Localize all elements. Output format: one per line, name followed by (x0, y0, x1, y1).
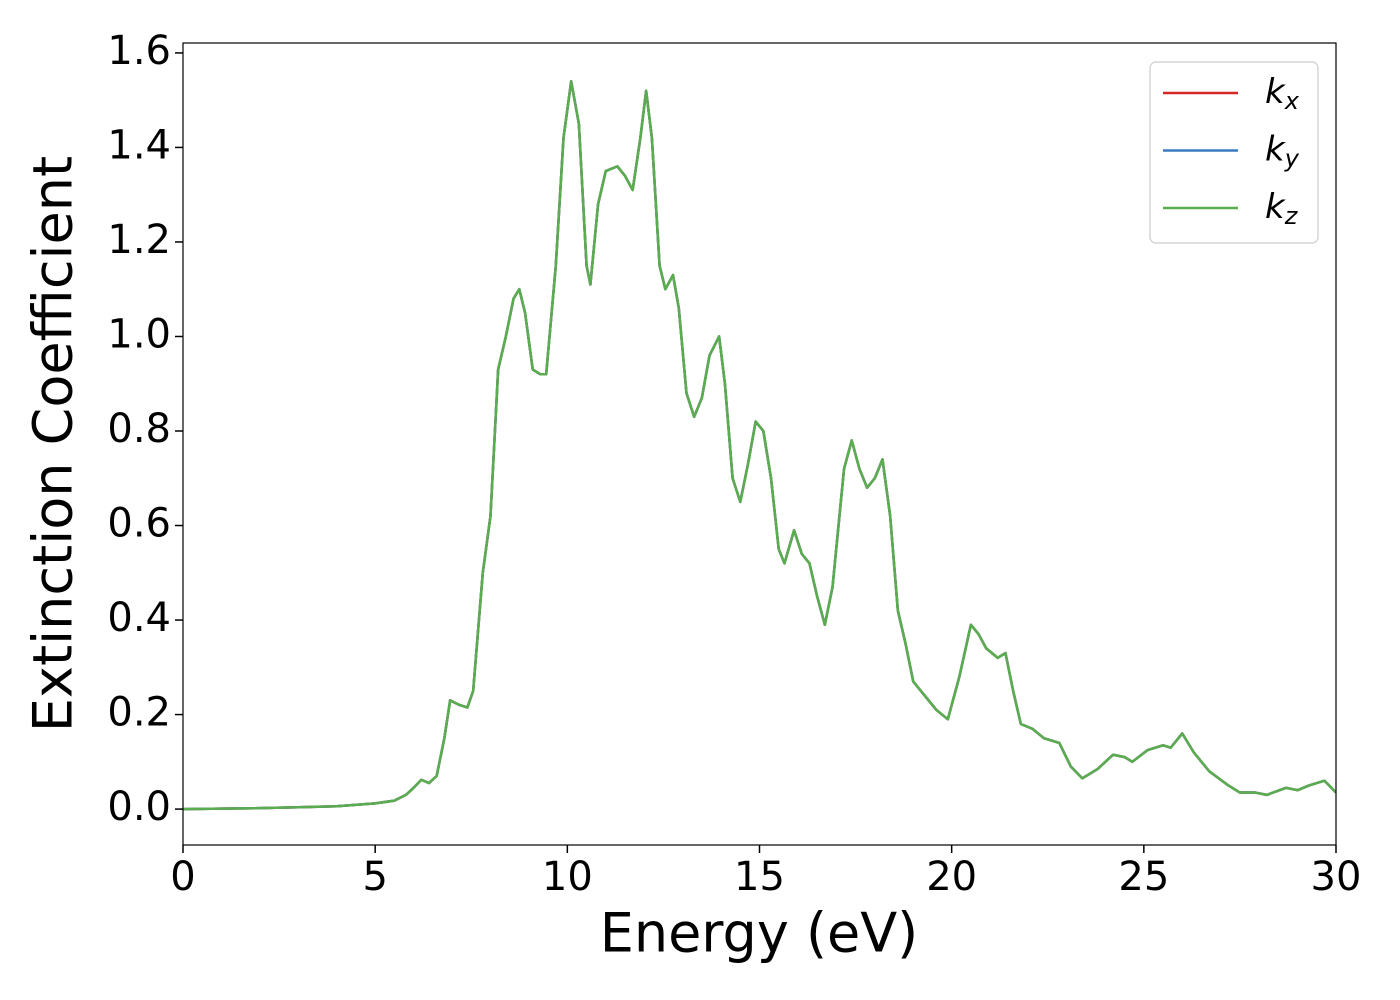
y-tick-label: 1.4 (107, 122, 171, 168)
x-tick-label: 20 (926, 854, 977, 900)
y-tick-label: 1.0 (107, 311, 171, 357)
line-series (183, 80, 1336, 811)
y-tick-label: 0.8 (107, 406, 171, 452)
x-tick-label: 30 (1311, 854, 1362, 900)
legend-box (1149, 61, 1319, 244)
y-tick-label: 1.6 (107, 28, 171, 74)
y-tick-label: 0.0 (107, 784, 171, 830)
legend-label: kz (1265, 187, 1299, 231)
x-tick-label: 0 (170, 854, 195, 900)
plot-frame (182, 42, 1337, 846)
x-tick-label: 25 (1118, 854, 1169, 900)
y-tick-label: 0.4 (107, 595, 171, 641)
y-tick-label: 0.2 (107, 690, 171, 736)
x-axis-label: Energy (eV) (600, 902, 919, 965)
legend-label: kx (1265, 72, 1300, 116)
y-axis-label: Extinction Coefficient (22, 156, 85, 732)
x-tick-label: 10 (542, 854, 593, 900)
y-tick-label: 1.2 (107, 217, 171, 263)
y-tick-label: 0.6 (107, 501, 171, 547)
x-tick-label: 5 (362, 854, 387, 900)
legend-label: ky (1265, 129, 1300, 173)
x-tick-label: 15 (734, 854, 785, 900)
